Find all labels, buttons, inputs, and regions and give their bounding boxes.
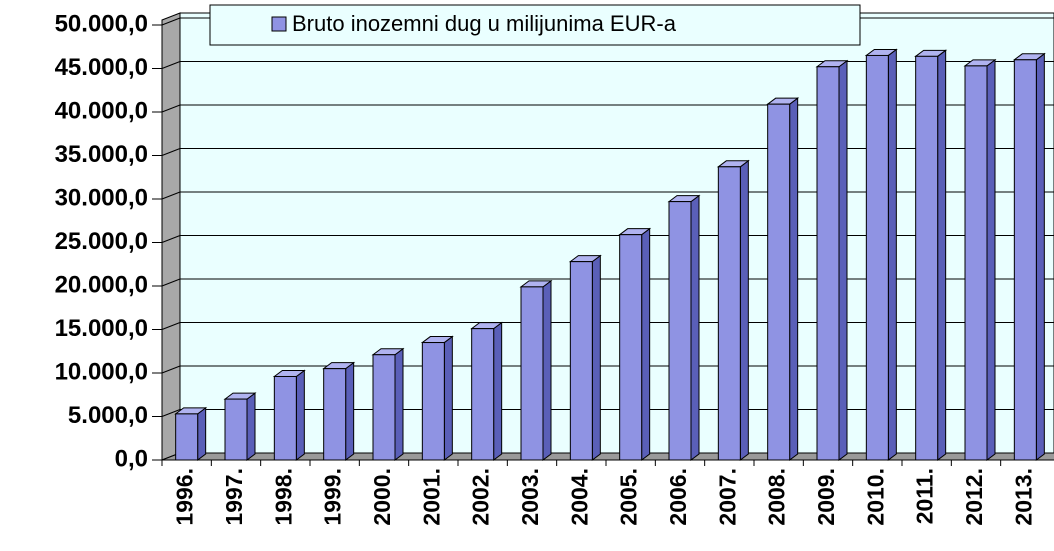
bar — [569, 261, 593, 461]
bar — [1013, 59, 1037, 461]
bar — [668, 201, 692, 461]
x-tick-label: 2013. — [1010, 468, 1036, 526]
x-tick-label: 1997. — [221, 468, 247, 526]
x-tick-label: 2007. — [714, 468, 740, 526]
y-tick-label: 35.000,0 — [55, 141, 148, 168]
x-tick-label: 2003. — [517, 468, 543, 526]
legend-label: Bruto inozemni dug u milijunima EUR-a — [292, 11, 677, 36]
bar — [323, 368, 347, 461]
bar-side — [937, 49, 947, 461]
y-tick-label: 20.000,0 — [55, 271, 148, 298]
bar-side — [443, 335, 453, 461]
bar-side — [394, 347, 404, 461]
x-tick-label: 2006. — [665, 468, 691, 526]
bar-side — [345, 361, 355, 461]
bar — [520, 286, 544, 461]
x-tick-label: 1996. — [172, 468, 198, 526]
x-tick-label: 2004. — [566, 468, 592, 526]
x-tick-label: 2002. — [468, 468, 494, 526]
bar-side — [690, 194, 700, 461]
grid-line — [161, 278, 181, 287]
grid-line — [161, 365, 181, 374]
x-tick-label: 2010. — [862, 468, 888, 526]
bar-side — [591, 254, 601, 461]
grid-line — [161, 409, 181, 417]
bar — [421, 342, 445, 461]
x-tick-label: 2009. — [813, 468, 839, 526]
legend-swatch — [271, 16, 287, 32]
bar — [224, 398, 248, 461]
bar — [273, 375, 297, 461]
bar — [372, 354, 396, 461]
bar-side — [641, 227, 651, 461]
grid-line — [161, 235, 181, 243]
y-tick-label: 45.000,0 — [55, 54, 148, 81]
bar — [619, 234, 643, 461]
x-tick-label: 2000. — [369, 468, 395, 526]
x-tick-label: 2001. — [418, 468, 444, 526]
y-tick-label: 5.000,0 — [68, 402, 148, 429]
bar-side — [789, 97, 799, 461]
y-tick-label: 15.000,0 — [55, 315, 148, 342]
x-tick-label: 2005. — [616, 468, 642, 526]
bar — [816, 66, 840, 461]
bar — [175, 413, 199, 461]
bar-side — [986, 58, 996, 461]
bar-side — [887, 48, 897, 461]
bar-side — [493, 321, 503, 461]
bar-side — [838, 59, 848, 461]
grid-line — [161, 17, 181, 26]
grid-line — [161, 104, 181, 113]
y-tick-label: 40.000,0 — [55, 97, 148, 124]
bar-side — [246, 392, 256, 461]
x-tick-label: 1998. — [270, 468, 296, 526]
x-tick-label: 1999. — [320, 468, 346, 526]
grid-line — [161, 322, 181, 330]
grid-line — [161, 61, 181, 69]
x-tick-label: 2008. — [764, 468, 790, 526]
bar — [471, 328, 495, 461]
bar — [964, 65, 988, 461]
x-tick-label: 2011. — [912, 468, 938, 524]
grid-line — [161, 191, 181, 200]
x-tick-label: 2012. — [961, 468, 987, 526]
bar — [915, 55, 939, 461]
y-tick-label: 30.000,0 — [55, 184, 148, 211]
bar — [865, 54, 889, 461]
y-tick-label: 50.000,0 — [55, 10, 148, 37]
y-tick-label: 25.000,0 — [55, 228, 148, 255]
bar-side — [1035, 52, 1045, 461]
bar — [717, 166, 741, 461]
bar-side — [197, 406, 207, 461]
y-tick-label: 10.000,0 — [55, 358, 148, 385]
grid-line — [161, 148, 181, 156]
bar-side — [295, 369, 305, 461]
bar — [767, 103, 791, 461]
bar-side — [542, 279, 552, 461]
y-tick-label: 0,0 — [115, 445, 148, 472]
bar-side — [739, 159, 749, 461]
legend-box — [209, 4, 861, 46]
